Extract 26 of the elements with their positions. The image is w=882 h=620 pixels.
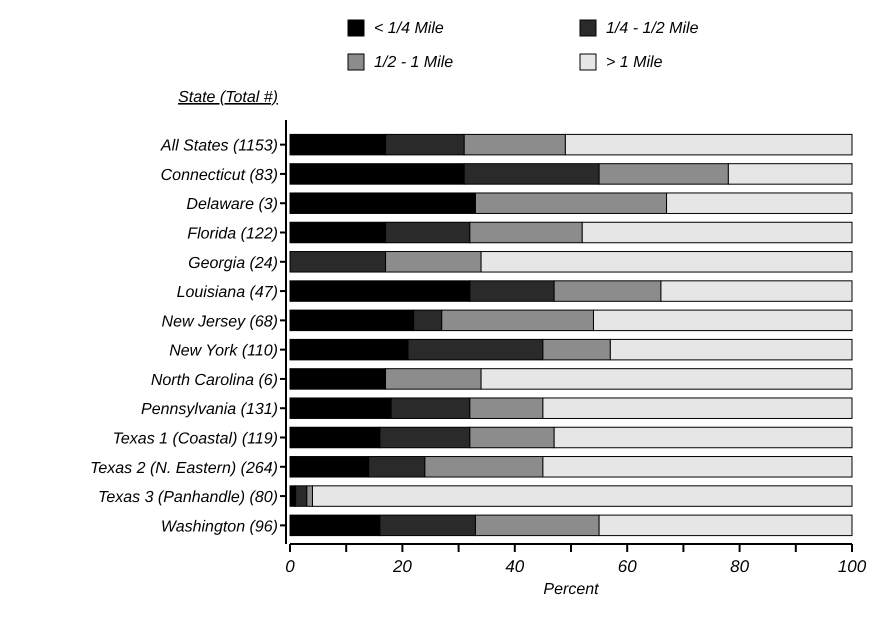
- y-tick-label: Washington (96): [160, 518, 278, 536]
- y-tick-label: North Carolina (6): [150, 372, 278, 389]
- y-tick-label: Connecticut (83): [160, 166, 278, 184]
- y-tick-label: All States (1153): [160, 138, 278, 155]
- y-tick-label: Georgia (24): [188, 254, 278, 272]
- legend-label: 1/2 - 1 Mile: [374, 54, 454, 71]
- y-tick-label: Texas 2 (N. Eastern) (264): [90, 460, 278, 477]
- x-axis-title: Percent: [543, 581, 600, 598]
- legend-label: < 1/4 Mile: [374, 20, 444, 37]
- y-tick-label: Louisiana (47): [176, 284, 278, 302]
- legend-label: > 1 Mile: [606, 54, 663, 71]
- x-tick-label: 100: [838, 557, 867, 576]
- x-tick-label: 80: [730, 557, 750, 576]
- y-tick-label: New York (110): [169, 342, 278, 360]
- y-tick-label: Texas 1 (Coastal) (119): [112, 430, 278, 448]
- x-tick-label: 40: [505, 557, 525, 576]
- y-tick-label: New Jersey (68): [162, 313, 278, 330]
- x-tick-label: 20: [392, 557, 412, 576]
- x-tick-label: 60: [618, 557, 638, 576]
- y-tick-label: Florida (122): [187, 226, 278, 242]
- y-tick-label: Texas 3 (Panhandle) (80): [98, 489, 278, 506]
- y-axis-title: State (Total #): [178, 89, 278, 106]
- y-tick-label: Pennsylvania (131): [141, 401, 278, 418]
- legend-label: 1/4 - 1/2 Mile: [606, 20, 699, 37]
- x-tick-label: 0: [285, 557, 296, 576]
- y-tick-label: Delaware (3): [186, 196, 278, 214]
